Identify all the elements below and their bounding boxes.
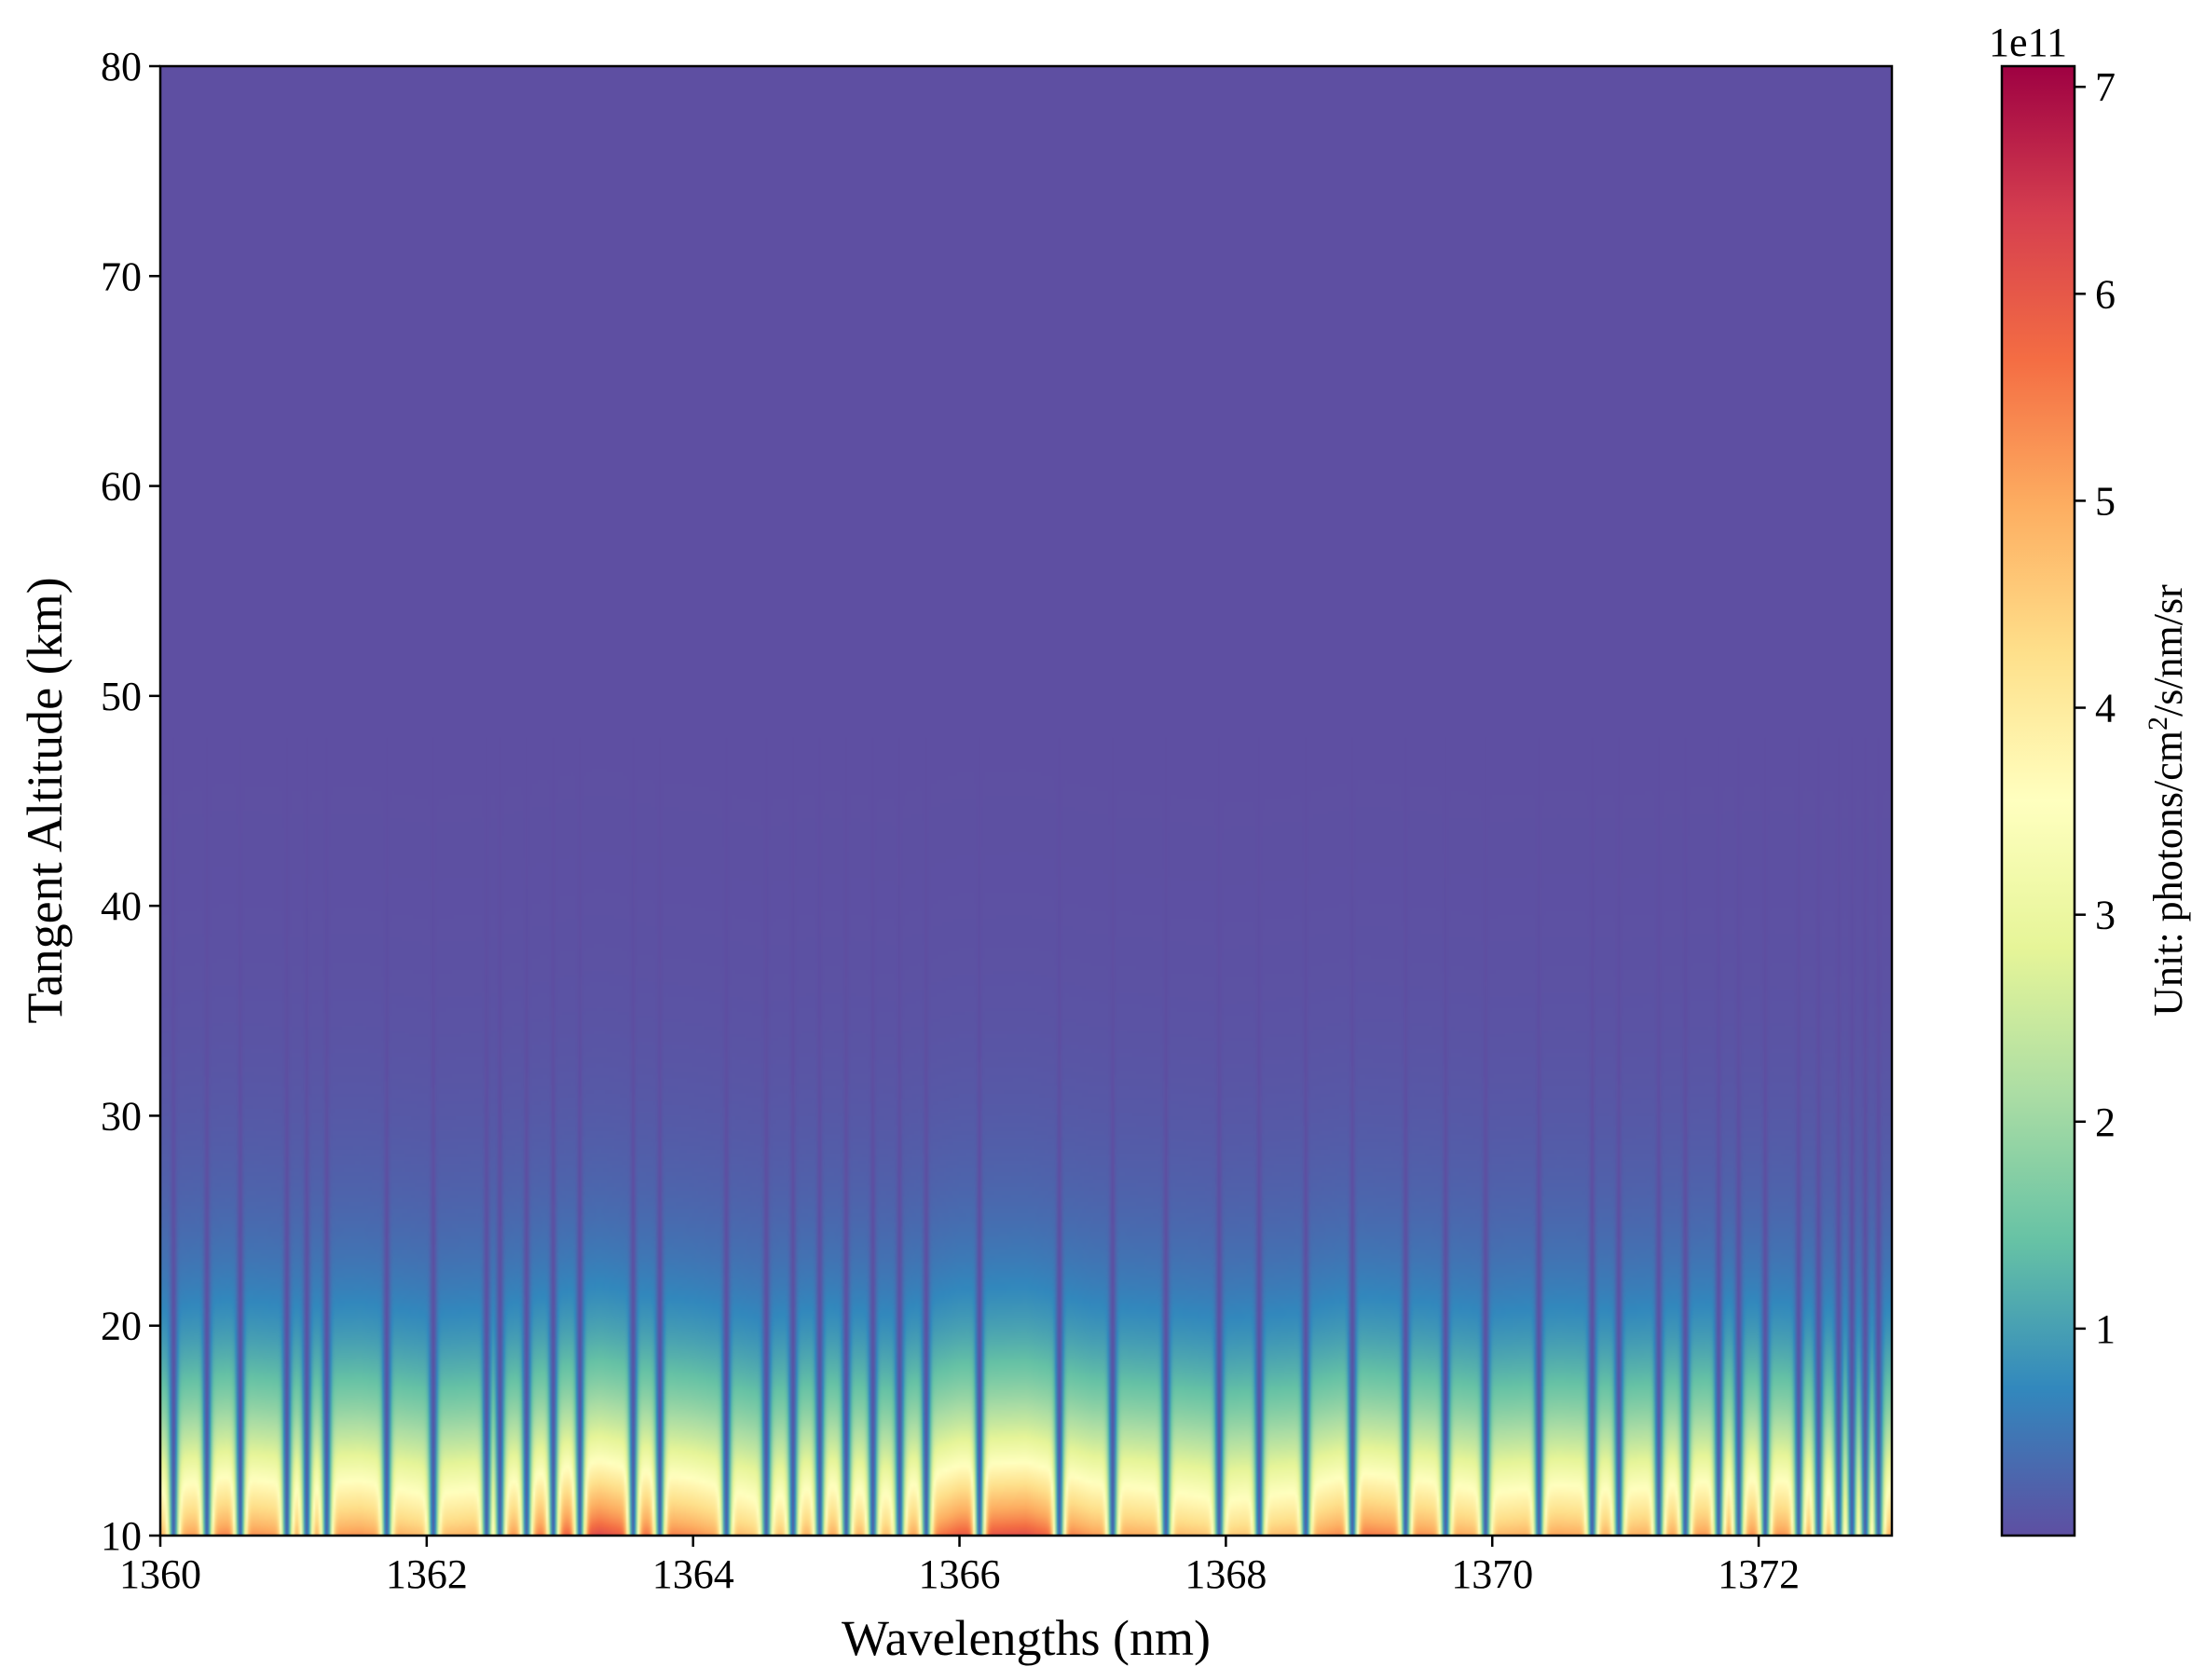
colorbar-tick-label: 6: [2095, 271, 2116, 317]
x-tick-label: 1370: [1451, 1551, 1533, 1597]
colorbar-exponent-label: 1e11: [1989, 20, 2067, 65]
y-tick-label: 30: [101, 1093, 142, 1139]
colorbar-tick-label: 5: [2095, 478, 2116, 524]
y-tick-label: 50: [101, 674, 142, 719]
colorbar-scale: [2000, 64, 2076, 1537]
colorbar-tick-label: 4: [2095, 686, 2116, 731]
colorbar-tick-label: 1: [2095, 1306, 2116, 1352]
y-tick-label: 20: [101, 1304, 142, 1349]
x-tick-label: 1366: [919, 1551, 1001, 1597]
colorbar-unit-prefix: Unit: photons/cm: [2145, 731, 2191, 1017]
y-tick-label: 60: [101, 464, 142, 510]
x-axis-label: Wavelengths (nm): [842, 1610, 1211, 1666]
colorbar-unit-suffix: /s/nm/sr: [2145, 584, 2191, 717]
y-tick-label: 10: [101, 1513, 142, 1559]
x-tick-label: 1364: [652, 1551, 734, 1597]
x-axis: 1360 1362 1364 1366 1368 1370 1372: [119, 1536, 1800, 1597]
colorbar-tick-label: 2: [2095, 1100, 2116, 1145]
colorbar-ticks: 1 2 3 4 5 6 7: [2075, 64, 2116, 1352]
colorbar-unit-superscript: 2: [2143, 717, 2173, 731]
y-tick-label: 70: [101, 253, 142, 299]
x-tick-label: 1362: [386, 1551, 468, 1597]
absorption-line-marks: [172, 737, 1880, 1536]
heatmap-image: [160, 66, 1892, 1536]
y-axis: 10 20 30 40 50 60 70 80: [101, 44, 160, 1559]
x-tick-label: 1368: [1185, 1551, 1267, 1597]
colorbar-tick-label: 7: [2095, 64, 2116, 110]
x-tick-label: 1372: [1718, 1551, 1800, 1597]
y-tick-label: 80: [101, 44, 142, 89]
colorbar-unit-label: Unit: photons/cm2/s/nm/sr: [2143, 584, 2192, 1017]
plot-area: [158, 64, 1894, 1537]
x-tick-label: 1360: [119, 1551, 201, 1597]
plot-frame: [158, 64, 1894, 1537]
y-tick-label: 40: [101, 883, 142, 929]
y-axis-label: Tangent Altitude (km): [17, 577, 73, 1023]
colorbar-tick-label: 3: [2095, 893, 2116, 938]
